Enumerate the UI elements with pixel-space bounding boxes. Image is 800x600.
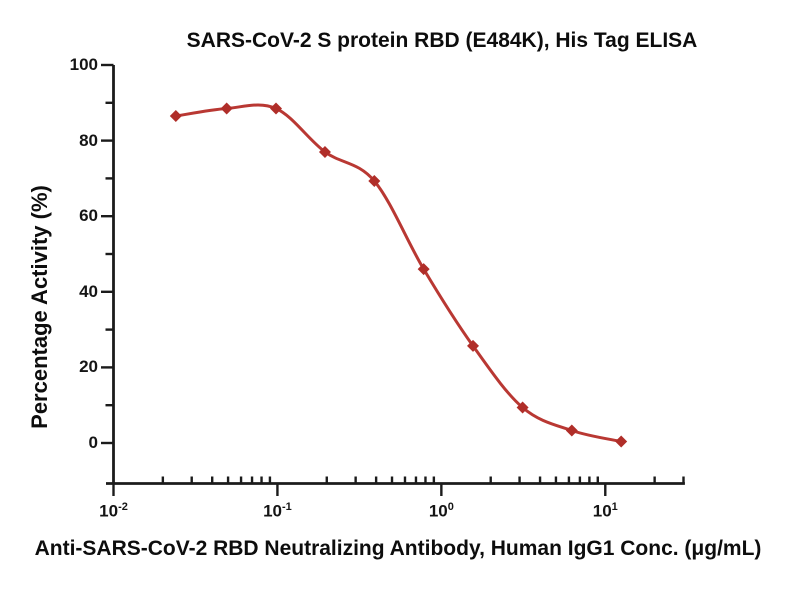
data-point-marker: [516, 401, 529, 414]
y-tick-label: 40: [79, 281, 98, 301]
y-tick-label: 100: [69, 55, 98, 74]
y-tick-label: 0: [88, 433, 98, 452]
data-point-marker: [417, 263, 430, 276]
data-point-marker: [615, 435, 628, 448]
data-point-marker: [368, 175, 381, 188]
y-tick-label: 20: [79, 357, 98, 377]
data-point-marker: [467, 339, 480, 352]
x-tick-label: 10-1: [263, 501, 292, 521]
data-point-marker: [220, 102, 233, 115]
data-point-marker: [169, 110, 182, 123]
data-point-marker: [318, 145, 331, 158]
data-point-marker: [565, 424, 578, 437]
x-axis-label: Anti-SARS-CoV-2 RBD Neutralizing Antibod…: [34, 537, 762, 560]
y-tick-label: 80: [79, 130, 98, 150]
x-tick-label: 10-2: [99, 501, 128, 521]
x-tick-label: 101: [592, 501, 618, 521]
chart-title: SARS-CoV-2 S protein RBD (E484K), His Ta…: [186, 29, 698, 52]
data-point-marker: [269, 102, 282, 115]
x-tick-label: 100: [428, 501, 454, 521]
dose-response-curve: [174, 103, 623, 443]
y-tick-label: 60: [79, 206, 98, 226]
